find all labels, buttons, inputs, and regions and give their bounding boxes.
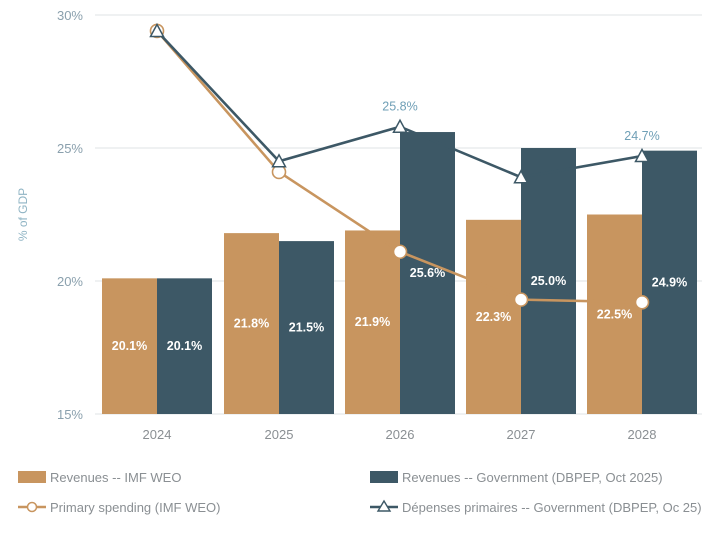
bar bbox=[224, 233, 279, 414]
bar-value-label: 21.9% bbox=[355, 315, 390, 329]
bar bbox=[521, 148, 576, 414]
legend-triangle-marker bbox=[376, 499, 392, 512]
triangle-marker bbox=[513, 169, 529, 184]
bar-value-label: 25.6% bbox=[410, 266, 445, 280]
legend-circle-marker bbox=[26, 501, 38, 513]
y-tick-label: 30% bbox=[57, 8, 83, 23]
point-value-label: 25.8% bbox=[382, 100, 417, 114]
bar-value-label: 25.0% bbox=[531, 274, 566, 288]
bar bbox=[642, 150, 697, 414]
y-tick-label: 15% bbox=[57, 407, 83, 422]
bar bbox=[587, 214, 642, 414]
triangle-marker bbox=[634, 147, 650, 163]
legend-label: Primary spending (IMF WEO) bbox=[50, 500, 220, 515]
bar bbox=[466, 219, 521, 414]
x-tick-label: 2025 bbox=[265, 427, 294, 442]
circle-marker bbox=[634, 294, 650, 310]
legend-label: Revenues -- Government (DBPEP, Oct 2025) bbox=[402, 470, 663, 485]
bar-value-label: 22.3% bbox=[476, 310, 511, 324]
x-tick-label: 2028 bbox=[628, 427, 657, 442]
legend-swatch bbox=[370, 471, 398, 483]
y-tick-label: 25% bbox=[57, 141, 83, 156]
x-tick-label: 2027 bbox=[507, 427, 536, 442]
triangle-marker bbox=[271, 153, 287, 168]
circle-marker bbox=[392, 244, 408, 260]
y-tick-label: 20% bbox=[57, 274, 83, 289]
bar bbox=[279, 241, 334, 414]
bar bbox=[157, 278, 212, 414]
bar-value-label: 21.5% bbox=[289, 321, 324, 335]
point-value-label: 24.7% bbox=[624, 129, 659, 143]
x-tick-label: 2026 bbox=[386, 427, 415, 442]
bar bbox=[400, 132, 455, 415]
legend-label: Revenues -- IMF WEO bbox=[50, 470, 181, 485]
y-axis-title: % of GDP bbox=[16, 188, 30, 241]
bar bbox=[102, 278, 157, 414]
bar-value-label: 20.1% bbox=[112, 339, 147, 353]
triangle-marker bbox=[392, 118, 408, 133]
bar-value-label: 22.5% bbox=[597, 307, 632, 321]
x-tick-label: 2024 bbox=[143, 427, 172, 442]
triangle-marker bbox=[149, 22, 165, 38]
bar bbox=[345, 230, 400, 414]
legend-swatch bbox=[18, 471, 46, 483]
legend-label: Dépenses primaires -- Government (DBPEP,… bbox=[402, 500, 702, 515]
bar-value-label: 21.8% bbox=[234, 317, 269, 331]
circle-marker bbox=[513, 292, 529, 307]
bar-value-label: 20.1% bbox=[167, 339, 202, 353]
bar-value-label: 24.9% bbox=[652, 275, 687, 289]
